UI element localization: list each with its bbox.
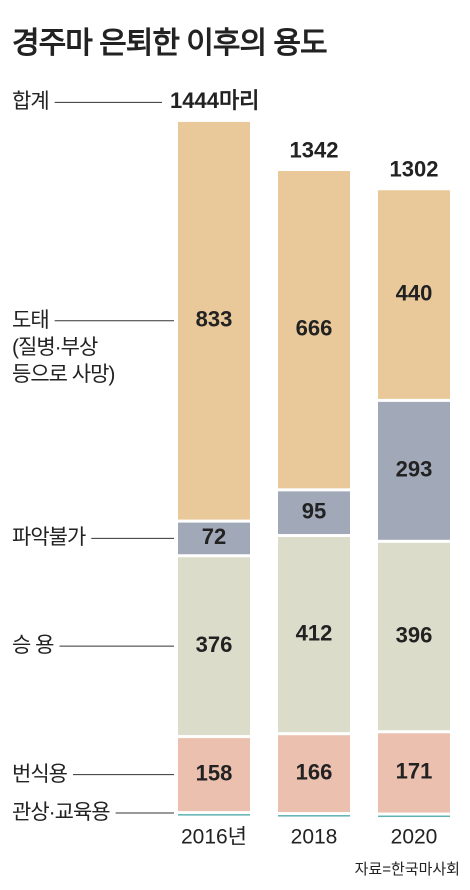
value-label: 412 <box>296 620 333 645</box>
bar-segment <box>378 815 450 818</box>
bar-segment <box>178 121 250 520</box>
x-tick-label: 2018 <box>291 826 338 849</box>
bar-segment <box>278 537 350 733</box>
legend-label: 관상·교육용 <box>12 801 111 824</box>
bar-segment <box>378 190 450 399</box>
value-label: 72 <box>202 524 226 549</box>
bar-segment <box>378 401 450 540</box>
legend-label: 승 용 <box>12 634 54 658</box>
bar-segment <box>278 815 350 817</box>
value-label: 440 <box>396 280 433 305</box>
value-label: 833 <box>196 307 233 332</box>
legend-label: 파악불가 <box>12 526 86 550</box>
bar-segment <box>278 170 350 489</box>
x-tick-label: 2020 <box>391 826 438 849</box>
bar-segment <box>278 735 350 813</box>
chart-title: 경주마 은퇴한 이후의 용도 <box>12 27 328 60</box>
legend-label: 번식용 <box>12 762 68 786</box>
total-label: 1342 <box>290 137 339 162</box>
bar-segment <box>178 557 250 736</box>
value-label: 171 <box>396 759 433 784</box>
source: 자료=한국마사회 <box>354 861 460 878</box>
x-tick-label: 2016년 <box>181 826 247 849</box>
value-label: 666 <box>296 315 333 340</box>
total-label: 1444마리 <box>170 88 259 113</box>
value-label: 396 <box>396 622 433 647</box>
bar-segment <box>378 542 450 731</box>
total-label: 1302 <box>390 157 439 182</box>
bar-segment <box>178 738 250 812</box>
value-label: 293 <box>396 457 433 482</box>
legend-label: 합계 <box>12 90 50 114</box>
value-label: 166 <box>296 759 333 784</box>
value-label: 95 <box>302 499 326 524</box>
bar-segment <box>178 522 250 555</box>
bar-segment <box>378 733 450 813</box>
value-label: 158 <box>196 760 233 785</box>
value-label: 376 <box>196 632 233 657</box>
legend-label: 도태 (질병·부상 등으로 사망) <box>12 308 115 386</box>
bar-segment <box>178 814 250 816</box>
bar-segment <box>278 491 350 535</box>
